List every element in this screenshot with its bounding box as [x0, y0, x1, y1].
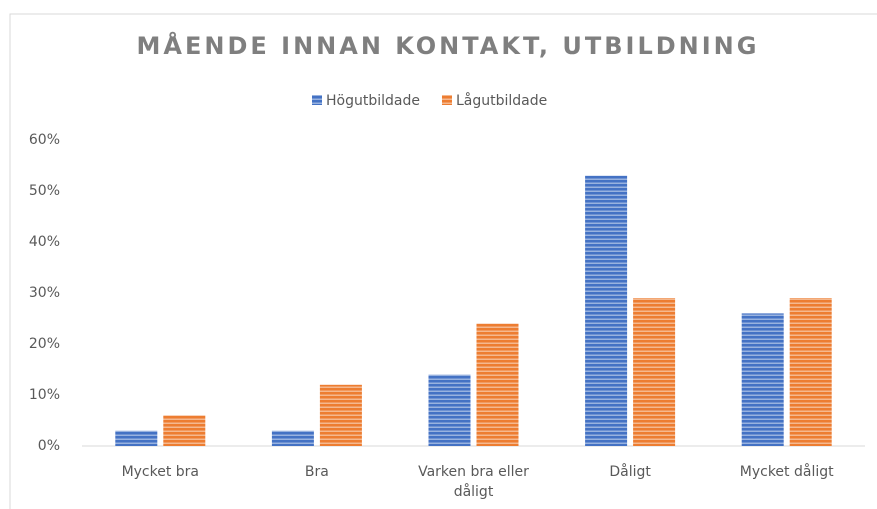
- bar: [585, 175, 628, 446]
- y-tick-label: 10%: [29, 387, 60, 403]
- bar: [476, 323, 519, 446]
- legend-swatch: [441, 95, 452, 105]
- y-tick-label: 20%: [29, 336, 60, 352]
- y-tick-label: 50%: [29, 183, 60, 199]
- y-tick-label: 30%: [29, 285, 60, 301]
- bar: [428, 374, 471, 446]
- x-tick-label: Mycket bra: [121, 464, 200, 480]
- chart-border: [9, 13, 877, 509]
- legend-label: Lågutbildade: [456, 92, 547, 109]
- x-tick-label: Bra: [304, 464, 329, 480]
- y-tick-label: 60%: [29, 132, 60, 148]
- y-tick-label: 0%: [38, 438, 60, 454]
- bar: [115, 430, 158, 446]
- bar: [271, 430, 314, 446]
- x-tick-label: Varken bra eller dåligt: [418, 464, 529, 500]
- x-tick-label: Mycket dåligt: [739, 464, 834, 480]
- bar: [741, 313, 784, 446]
- legend-label: Högutbildade: [326, 93, 420, 109]
- x-tick-label: Dåligt: [609, 464, 651, 480]
- y-tick-label: 40%: [29, 234, 60, 250]
- bar: [789, 298, 832, 446]
- bar: [319, 384, 362, 446]
- legend-swatch: [312, 95, 322, 105]
- bar: [163, 415, 206, 446]
- bar: [633, 298, 676, 446]
- chart-title: MÅENDE INNAN KONTAKT, UTBILDNING: [137, 31, 760, 60]
